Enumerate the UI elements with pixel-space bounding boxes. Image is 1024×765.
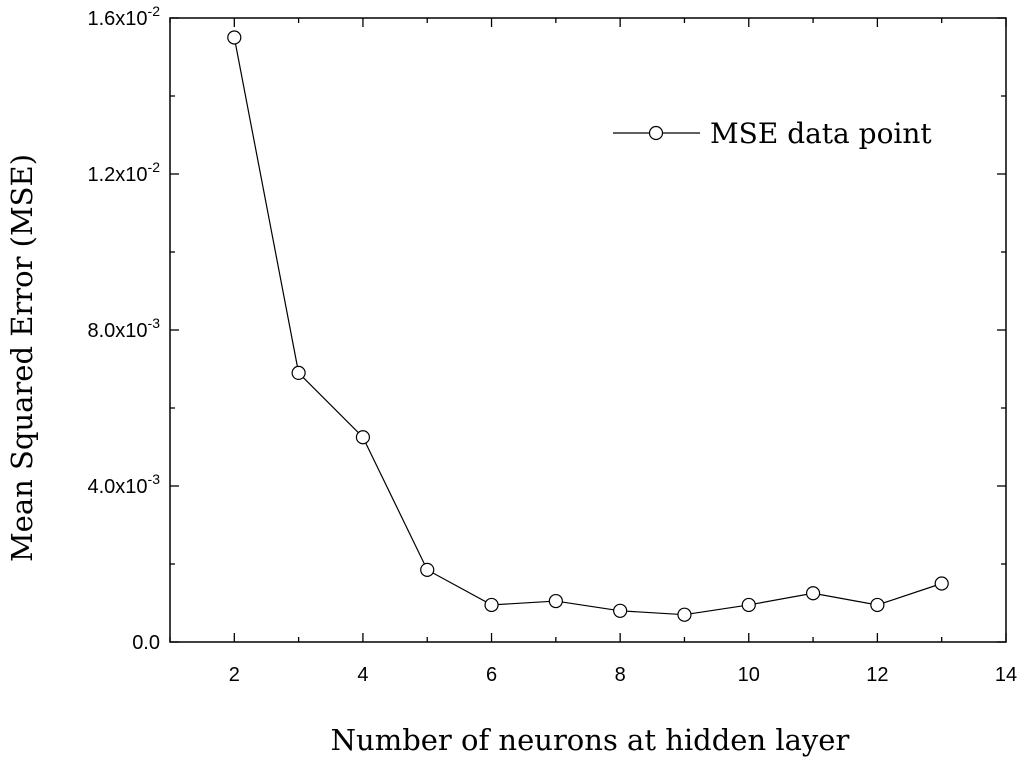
data-point-marker: [677, 607, 692, 622]
series-line: [233, 37, 942, 616]
y-tick-label: 1.6x10-2: [87, 3, 160, 30]
data-point-marker: [613, 603, 628, 618]
x-tick-label: 8: [615, 664, 626, 686]
x-tick-label: 4: [357, 664, 368, 686]
tick-labels: 2 4 6 8 10 12 14 0.0 4.0x10-3 8.0x10-3 1.2x10-2 1.6…: [87, 3, 1017, 686]
data-point-marker: [227, 30, 242, 45]
plot-area-border: [169, 17, 1007, 643]
data-point-marker: [355, 430, 371, 445]
series-layer: [227, 30, 949, 622]
x-tick-label: 10: [738, 664, 760, 686]
data-point-marker: [548, 593, 563, 609]
x-axis-title: Number of neurons at hidden layer: [331, 723, 850, 757]
y-axis-title: Mean Squared Error (MSE): [5, 154, 39, 562]
y-tick-label: 1.2x10-2: [87, 159, 160, 186]
y-tick-label: 0.0: [132, 632, 160, 654]
y-tick-label: 4.0x10-3: [87, 471, 160, 498]
data-point-marker: [805, 586, 821, 601]
data-point-marker: [934, 576, 949, 591]
axis-ticks: [169, 17, 1007, 643]
x-tick-label: 14: [995, 664, 1017, 686]
data-point-marker: [291, 365, 306, 380]
data-point-marker: [741, 597, 756, 613]
x-tick-label: 2: [229, 664, 240, 686]
legend-label: MSE data point: [710, 117, 932, 150]
legend: MSE data point: [613, 117, 932, 150]
y-tick-label: 8.0x10-3: [87, 315, 160, 342]
data-point-marker: [484, 597, 499, 613]
data-point-marker: [870, 597, 885, 613]
legend-marker-icon: [648, 125, 664, 141]
x-tick-label: 12: [866, 664, 888, 686]
x-tick-label: 6: [486, 664, 497, 686]
plot-frame: [169, 17, 1007, 643]
data-point-marker: [420, 562, 435, 577]
